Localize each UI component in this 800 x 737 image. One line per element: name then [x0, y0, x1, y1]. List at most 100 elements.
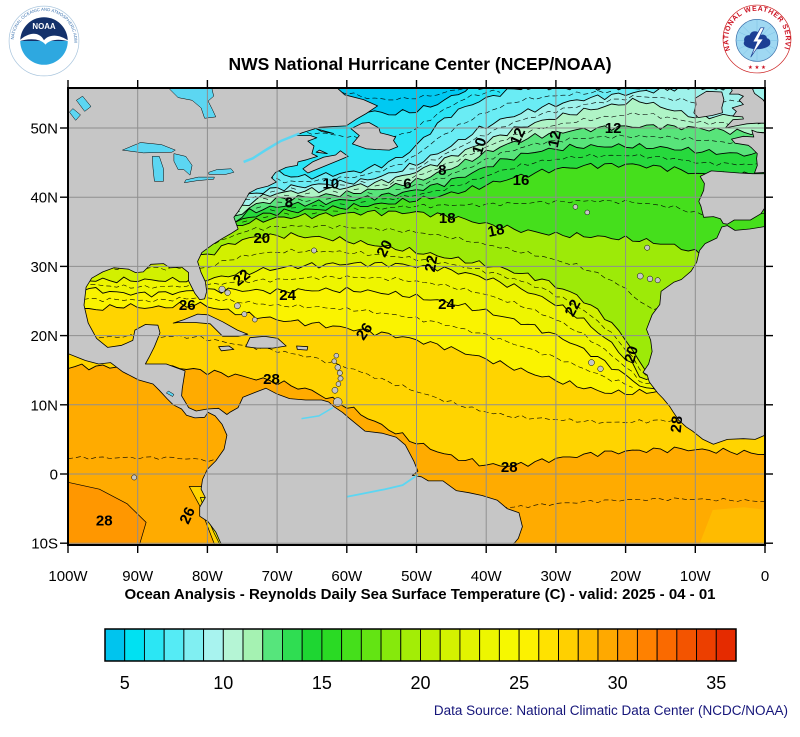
colorbar-segment [203, 628, 224, 662]
map-layers [68, 88, 765, 545]
colorbar-segment [479, 628, 500, 662]
river [346, 473, 419, 498]
lake [165, 390, 175, 397]
map-caption: Ocean Analysis - Reynolds Daily Sea Surf… [124, 586, 716, 603]
contour-label: 28 [96, 512, 113, 529]
colorbar-label: 10 [213, 673, 233, 693]
colorbar-segment [577, 628, 599, 662]
colorbar-segment [380, 628, 402, 662]
lat-tick-label: 0 [50, 467, 58, 484]
contour-label: 12 [605, 120, 622, 137]
island [336, 370, 343, 376]
axis-ticks [60, 80, 773, 553]
island [331, 358, 337, 364]
lon-tick-label: 40W [471, 568, 503, 585]
lat-tick-label: 20N [30, 328, 58, 345]
isotherm-dashed [68, 334, 765, 425]
nws-cloud-icon [743, 31, 771, 50]
contour-label: 10 [322, 175, 339, 192]
noaa-logo: NATIONAL OCEANIC AND ATMOSPHERIC ADMINIS… [6, 1, 80, 77]
landmass [724, 88, 765, 129]
nws-lightning-icon [750, 27, 765, 58]
lat-tick-label: 40N [30, 190, 58, 207]
lake [168, 88, 217, 119]
colorbar-segment [183, 628, 205, 662]
noaa-gull-icon [18, 33, 70, 45]
contour-label: 24 [438, 296, 455, 313]
contour-label: 28 [263, 371, 280, 388]
lat-tick-label: 50N [30, 121, 58, 138]
contour-label: 16 [513, 172, 530, 189]
lake [76, 95, 92, 112]
contour-label: 10 [469, 136, 490, 157]
lat-tick-label: 10N [30, 397, 58, 414]
colorbar-label: 35 [706, 673, 726, 693]
contour-label: 24 [279, 287, 296, 304]
colorbar: 5 10 15 20 25 30 35 [104, 628, 737, 693]
contour-label: 18 [439, 210, 456, 227]
river [301, 406, 334, 420]
colorbar-frame [104, 628, 737, 662]
sst-band [68, 210, 765, 376]
island [335, 381, 342, 387]
island [333, 353, 339, 359]
colorbar-segment [360, 628, 382, 662]
island [644, 244, 651, 251]
contour-labels: 8 10 6 8 10 12 12 12 16 18 18 20 20 22 22 22 24 24 26 26 28 2… [96, 120, 686, 529]
landmass [642, 225, 765, 445]
island [331, 387, 339, 394]
contour-label: 22 [562, 297, 585, 320]
island [584, 209, 590, 216]
colorbar-segment [597, 628, 619, 662]
lon-tick-label: 20W [610, 568, 642, 585]
island [224, 289, 231, 296]
colorbar-segment [617, 628, 638, 662]
landmass [172, 313, 249, 337]
colorbar-segment [222, 628, 244, 662]
island [588, 359, 595, 366]
lake [173, 153, 193, 176]
island [241, 311, 248, 317]
colorbar-label: 25 [509, 673, 529, 693]
sst-patch-pacific-29-30 [68, 481, 147, 545]
colorbar-segment [656, 628, 678, 662]
island [636, 272, 644, 280]
lake [69, 108, 81, 121]
contour-label: 8 [438, 162, 446, 179]
sst-band [68, 98, 765, 220]
island [646, 275, 654, 282]
noaa-emblem-sea [20, 41, 68, 65]
island [333, 397, 343, 407]
lake [208, 168, 235, 175]
colorbar-segment [439, 628, 461, 662]
lon-tick-label: 90W [122, 568, 154, 585]
sst-band [68, 88, 761, 115]
contour-label: 22 [230, 266, 254, 290]
contour-label: 22 [422, 254, 442, 273]
contour-label: 20 [253, 230, 270, 247]
island [252, 317, 258, 323]
contour-label: 20 [621, 344, 642, 365]
landmass [315, 128, 334, 134]
colorbar-segment [341, 628, 362, 662]
island [597, 365, 604, 372]
lat-tick-label: 30N [30, 259, 58, 276]
colorbar-label: 15 [312, 673, 332, 693]
landmass [68, 88, 523, 545]
lat-tick-label: 10S [31, 536, 58, 553]
colorbar-label: 20 [410, 673, 430, 693]
colorbar-segment [262, 628, 283, 662]
graticule [68, 88, 765, 545]
contour-label: 26 [179, 297, 196, 314]
island [131, 474, 138, 481]
colorbar-segment [676, 628, 698, 662]
colorbar-label: 30 [608, 673, 628, 693]
nws-logo-svg: NATIONAL WEATHER SERVICE ★ ★ ★ [719, 0, 792, 74]
colorbar-segment [420, 628, 441, 662]
lake [152, 156, 164, 182]
island [218, 285, 226, 293]
contour-label: 18 [486, 221, 506, 241]
colorbar-segment [104, 628, 126, 662]
nws-stars: ★ ★ ★ [748, 64, 766, 71]
lon-tick-label: 80W [192, 568, 224, 585]
